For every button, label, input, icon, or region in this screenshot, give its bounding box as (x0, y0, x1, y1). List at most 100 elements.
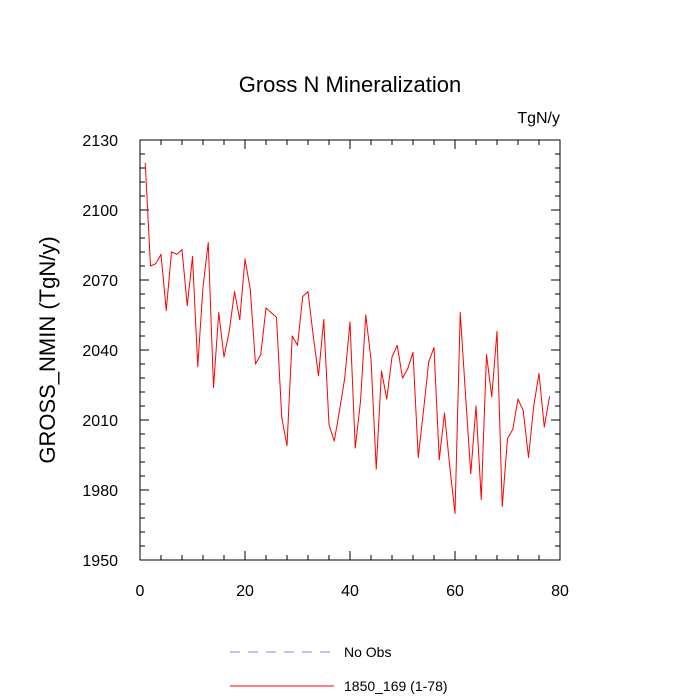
data-point (276, 316, 277, 318)
plot-frame (139, 139, 561, 561)
data-point (454, 512, 456, 514)
data-point (349, 321, 351, 323)
data-point (533, 405, 535, 407)
data-point (265, 307, 267, 309)
data-point (412, 351, 414, 353)
data-point (260, 354, 262, 356)
data-point (244, 258, 246, 260)
y-tick-label: 2040 (82, 343, 118, 360)
data-point (181, 249, 183, 251)
data-point (223, 356, 225, 358)
data-point (354, 447, 356, 449)
data-point (281, 417, 283, 419)
data-point (155, 263, 157, 265)
data-point (365, 314, 367, 316)
data-point (423, 410, 424, 412)
data-point (297, 344, 298, 346)
data-point (192, 256, 193, 258)
data-point (218, 312, 220, 314)
data-point (512, 428, 514, 430)
x-tick-label: 40 (341, 583, 359, 600)
legend-label: 1850_169 (1-78) (344, 678, 448, 694)
units-label: TgN/y (517, 110, 560, 127)
data-point (318, 375, 319, 377)
data-point (528, 456, 529, 458)
data-point (465, 393, 466, 395)
data-point (417, 456, 419, 458)
y-tick-label: 2100 (82, 203, 118, 220)
data-point (486, 354, 487, 356)
data-point (328, 424, 330, 426)
y-tick-label: 1980 (82, 483, 118, 500)
data-point (202, 286, 204, 288)
data-point (302, 295, 304, 297)
data-point (507, 438, 508, 440)
x-tick-label: 20 (236, 583, 254, 600)
x-tick-label: 80 (551, 583, 569, 600)
data-point (375, 468, 377, 470)
data-point (402, 377, 403, 379)
data-point (407, 368, 409, 370)
data-point (312, 335, 314, 337)
y-tick-label: 2010 (82, 413, 118, 430)
data-point (470, 473, 472, 475)
data-point (538, 372, 540, 374)
data-point (459, 312, 461, 314)
data-point (270, 312, 272, 314)
data-point (381, 370, 382, 372)
data-point (239, 319, 241, 321)
x-tick-label: 60 (446, 583, 464, 600)
data-point (291, 335, 293, 337)
data-point (438, 459, 440, 461)
data-point (144, 162, 146, 164)
data-point (522, 410, 524, 412)
data-point (543, 426, 545, 428)
data-point (286, 445, 288, 447)
chart-title: Gross N Mineralization (239, 72, 462, 97)
series-layer (144, 162, 550, 514)
data-point (150, 265, 151, 267)
legend-label: No Obs (344, 644, 391, 660)
data-point (496, 330, 498, 332)
data-point (433, 347, 435, 349)
data-point (370, 358, 372, 360)
data-point (396, 344, 398, 346)
data-point (213, 386, 214, 388)
data-point (197, 365, 199, 367)
data-point (517, 398, 519, 400)
y-tick-label: 2130 (82, 133, 118, 150)
data-point (480, 498, 482, 500)
x-tick-label: 0 (136, 583, 145, 600)
data-point (176, 253, 178, 255)
axis-ticks (139, 139, 561, 561)
data-point (428, 361, 430, 363)
data-point (449, 466, 451, 468)
data-point (228, 330, 230, 332)
data-point (360, 400, 361, 402)
data-point (344, 377, 346, 379)
data-point (186, 305, 188, 307)
data-point (475, 405, 477, 407)
data-point (255, 363, 256, 365)
data-point (444, 412, 445, 414)
legend: No Obs 1850_169 (1-78) (230, 644, 448, 694)
data-point (386, 398, 388, 400)
data-point (171, 251, 172, 253)
data-point (207, 242, 209, 244)
data-point (323, 319, 325, 321)
data-point (160, 253, 162, 255)
data-point (391, 356, 393, 358)
series-line (144, 163, 550, 514)
data-point (234, 291, 235, 293)
data-point (307, 291, 309, 293)
data-point (491, 396, 493, 398)
data-point (333, 440, 335, 442)
data-point (249, 288, 251, 290)
data-point (339, 410, 340, 412)
data-point (549, 396, 550, 398)
y-tick-label: 1950 (82, 553, 118, 570)
y-axis-label: GROSS_NMIN (TgN/y) (35, 236, 60, 463)
data-point (165, 309, 167, 311)
